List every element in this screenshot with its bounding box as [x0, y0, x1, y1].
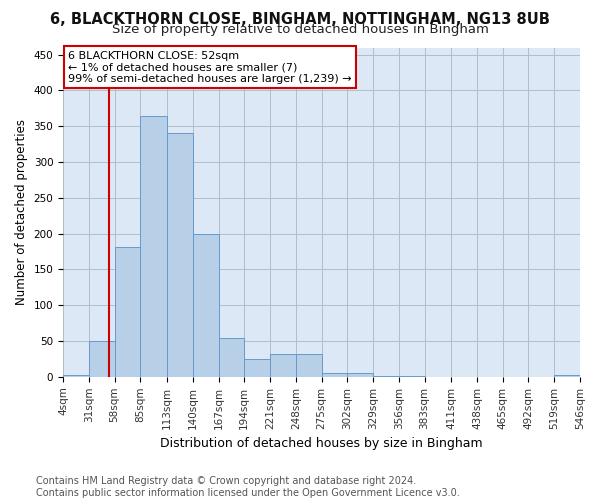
Bar: [140, 116, 167, 377]
Bar: [63, 376, 89, 377]
Bar: [167, 134, 193, 377]
Text: 6, BLACKTHORN CLOSE, BINGHAM, NOTTINGHAM, NG13 8UB: 6, BLACKTHORN CLOSE, BINGHAM, NOTTINGHAM…: [50, 12, 550, 28]
Bar: [218, 338, 244, 377]
Text: Contains HM Land Registry data © Crown copyright and database right 2024.
Contai: Contains HM Land Registry data © Crown c…: [36, 476, 460, 498]
Bar: [373, 376, 399, 377]
Text: 6 BLACKTHORN CLOSE: 52sqm
← 1% of detached houses are smaller (7)
99% of semi-de: 6 BLACKTHORN CLOSE: 52sqm ← 1% of detach…: [68, 51, 352, 84]
X-axis label: Distribution of detached houses by size in Bingham: Distribution of detached houses by size …: [160, 437, 483, 450]
Bar: [193, 234, 218, 377]
Y-axis label: Number of detached properties: Number of detached properties: [15, 119, 28, 305]
Bar: [270, 354, 296, 377]
Bar: [554, 376, 580, 377]
Bar: [322, 372, 347, 377]
Bar: [244, 359, 270, 377]
Text: Size of property relative to detached houses in Bingham: Size of property relative to detached ho…: [112, 22, 488, 36]
Bar: [347, 372, 373, 377]
Bar: [296, 354, 322, 377]
Bar: [399, 376, 425, 377]
Bar: [115, 246, 140, 377]
Bar: [89, 341, 115, 377]
